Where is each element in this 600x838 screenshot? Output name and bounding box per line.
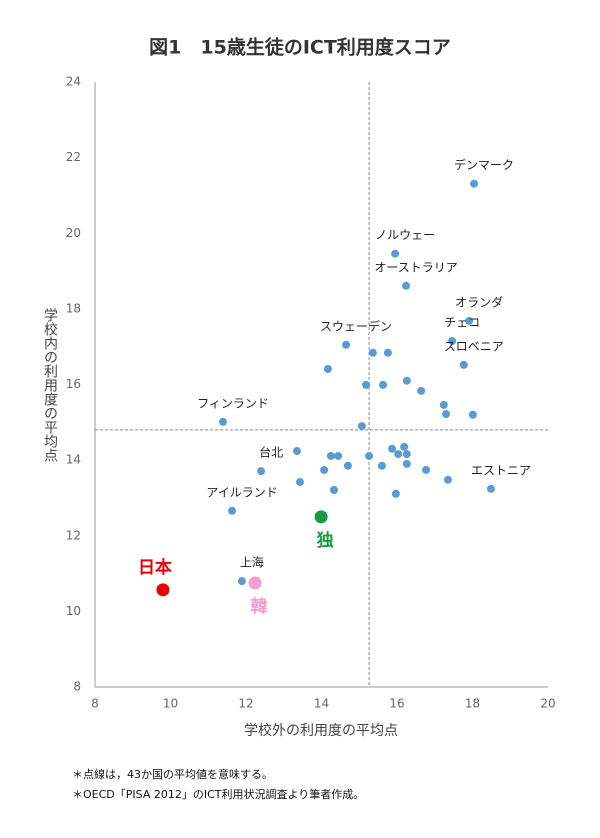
point (470, 179, 479, 188)
point (383, 348, 392, 357)
point (368, 348, 377, 357)
y-tick-label: 10 (66, 604, 81, 618)
footnote: ＊点線は，43か国の平均値を意味する。 (72, 767, 273, 781)
point (417, 386, 426, 395)
point (443, 475, 452, 484)
x-tick-label: 18 (465, 697, 480, 711)
highlight-label: 韓 (251, 596, 268, 617)
y-tick-label: 18 (66, 301, 81, 315)
point (448, 337, 457, 346)
y-tick-label: 14 (66, 453, 81, 467)
x-axis-label: 学校外の利用度の平均点 (244, 722, 398, 739)
y-tick-label: 16 (66, 377, 81, 391)
point (394, 450, 403, 459)
point (465, 316, 474, 325)
y-tick-label: 12 (66, 528, 81, 542)
point (295, 478, 304, 487)
point (320, 465, 329, 474)
point (402, 459, 411, 468)
point (343, 461, 352, 470)
point (362, 380, 371, 389)
point (334, 451, 343, 460)
x-tick-label: 8 (91, 697, 99, 711)
point (237, 577, 246, 586)
point (342, 340, 351, 349)
point (357, 422, 366, 431)
point (391, 489, 400, 498)
x-tick-label: 20 (540, 697, 555, 711)
point-label: エストニア (471, 463, 531, 477)
point (326, 451, 335, 460)
point (292, 447, 301, 456)
point-label: スウェーデン (320, 318, 392, 333)
point (218, 417, 227, 426)
point (442, 409, 451, 418)
point (228, 506, 237, 515)
point (379, 380, 388, 389)
point-label: デンマーク (454, 157, 514, 172)
point (402, 450, 411, 459)
x-tick-label: 14 (314, 697, 329, 711)
highlight-point (248, 576, 262, 590)
y-tick-label: 22 (66, 150, 81, 164)
point (257, 467, 266, 476)
point (400, 442, 409, 451)
point-label: チェコ (444, 316, 480, 330)
highlight-label: 日本 (138, 557, 172, 578)
y-tick-label: 20 (66, 226, 81, 240)
highlight-point (156, 583, 170, 597)
point-label: オーストラリア (374, 260, 457, 274)
x-tick-label: 10 (163, 697, 178, 711)
point-label: スロベニア (444, 339, 504, 353)
highlight-label: 独 (317, 530, 334, 551)
point (468, 410, 477, 419)
point-label: 台北 (259, 445, 283, 460)
point (402, 281, 411, 290)
point (365, 451, 374, 460)
point-label: フィンランド (197, 396, 269, 410)
point-label: オランダ (455, 294, 503, 309)
footnote: ＊OECD「PISA 2012」のICT利用状況調査より筆者作成。 (72, 787, 364, 801)
point (323, 364, 332, 373)
point-label: 上海 (240, 555, 264, 570)
y-tick-label: 8 (73, 680, 81, 694)
chart-title: 図1 15歳生徒のICT利用度スコア (149, 36, 451, 59)
highlight-point (314, 510, 328, 524)
point (388, 444, 397, 453)
point (402, 376, 411, 385)
point (391, 249, 400, 258)
point (422, 465, 431, 474)
x-tick-label: 12 (238, 697, 253, 711)
point (486, 484, 495, 493)
x-tick-label: 16 (389, 697, 404, 711)
y-tick-label: 24 (66, 75, 81, 89)
point-label: ノルウェー (375, 228, 435, 242)
point (329, 485, 338, 494)
point (459, 360, 468, 369)
y-axis-label: 学校内の利用度の平均点 (42, 308, 58, 462)
point (377, 461, 386, 470)
point-label: アイルランド (206, 485, 277, 499)
point (439, 400, 448, 409)
